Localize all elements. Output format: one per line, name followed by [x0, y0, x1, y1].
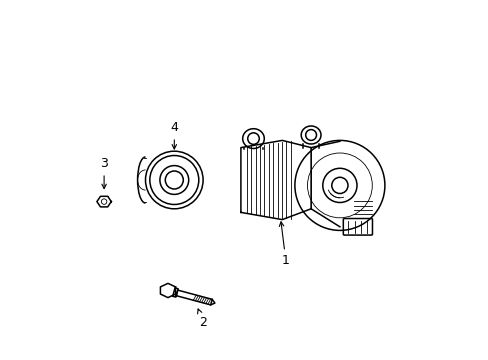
Text: 3: 3 [100, 157, 108, 189]
Text: 2: 2 [197, 309, 206, 329]
Text: 4: 4 [170, 121, 178, 149]
Text: 1: 1 [279, 222, 289, 267]
